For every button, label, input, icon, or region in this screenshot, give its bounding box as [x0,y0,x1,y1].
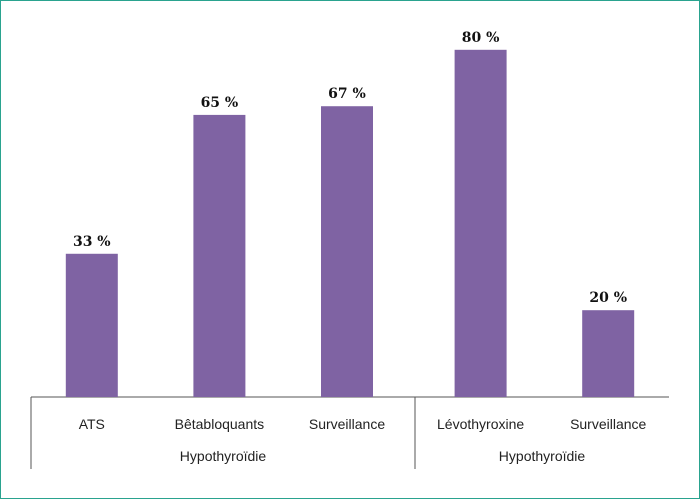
bar-4 [582,310,635,397]
category-label-3: Lévothyroxine [437,416,524,432]
value-label-2: 67 % [328,86,366,102]
value-label-4: 20 % [589,290,627,306]
bar-0 [65,253,118,397]
category-label-1: Bêtabloquants [175,416,265,432]
category-label-2: Surveillance [309,416,385,432]
category-label-0: ATS [79,416,105,432]
bar-3 [454,49,507,398]
group-label-0: Hypothyroïdie [180,448,267,464]
value-label-1: 65 % [201,95,239,111]
value-label-0: 33 % [73,234,111,250]
value-label-3: 80 % [462,30,500,46]
category-label-4: Surveillance [570,416,646,432]
bar-1 [193,114,246,398]
bar-2 [321,106,373,397]
group-label-1: Hypothyroïdie [499,448,586,464]
